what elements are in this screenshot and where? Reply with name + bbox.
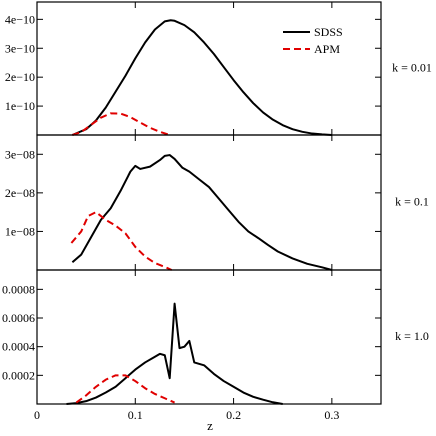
x-tick-label: 0.3 bbox=[324, 408, 339, 422]
y-tick-label: 4e−10 bbox=[5, 12, 35, 26]
x-axis: 0 0.1 0.2 0.3 bbox=[34, 408, 339, 422]
y-tick-label: 3e−08 bbox=[5, 147, 35, 161]
panel-3: 0.0002 0.0004 0.0006 0.0008 k = 1.0 bbox=[2, 269, 429, 405]
panel-2: 1e−08 2e−08 3e−08 k = 0.1 bbox=[5, 134, 429, 271]
y-tick-label: 0.0004 bbox=[2, 340, 35, 354]
series-line-sdss bbox=[66, 302, 283, 405]
y-tick-label: 1e−10 bbox=[5, 99, 35, 113]
y-tick-label: 2e−10 bbox=[5, 70, 35, 84]
y-tick-label: 2e−08 bbox=[5, 186, 35, 200]
series-line-apm bbox=[72, 112, 170, 136]
legend-label-sdss: SDSS bbox=[314, 25, 343, 39]
y-tick-label: 0.0006 bbox=[2, 311, 35, 325]
y-tick-label: 1e−08 bbox=[5, 224, 35, 238]
series-line-apm bbox=[75, 374, 176, 404]
series-line-apm bbox=[70, 211, 173, 271]
panel-k-label: k = 1.0 bbox=[395, 329, 429, 343]
y-tick-label: 0.0008 bbox=[2, 282, 35, 296]
panel-frame bbox=[36, 134, 382, 271]
panel-k-label: k = 0.01 bbox=[392, 61, 432, 75]
series-line-sdss bbox=[71, 19, 332, 136]
y-tick-label: 3e−10 bbox=[5, 41, 35, 55]
x-tick-label: 0.1 bbox=[128, 408, 143, 422]
legend-label-apm: APM bbox=[314, 42, 340, 56]
panels-layer: 1e−10 2e−10 3e−10 4e−10 k = 0.01 1e−08 2e−08 3e… bbox=[2, 1, 432, 405]
panel-frame bbox=[36, 269, 382, 405]
x-tick-label: 0.2 bbox=[226, 408, 241, 422]
y-tick-label: 0.0002 bbox=[2, 368, 35, 382]
panel-frame bbox=[36, 1, 382, 136]
panel-1: 1e−10 2e−10 3e−10 4e−10 k = 0.01 bbox=[5, 1, 432, 136]
panel-k-label: k = 0.1 bbox=[395, 195, 429, 209]
legend: SDSS APM bbox=[283, 25, 343, 56]
series-line-sdss bbox=[71, 154, 333, 271]
x-axis-title: z bbox=[207, 418, 213, 433]
x-tick-label: 0 bbox=[34, 408, 40, 422]
